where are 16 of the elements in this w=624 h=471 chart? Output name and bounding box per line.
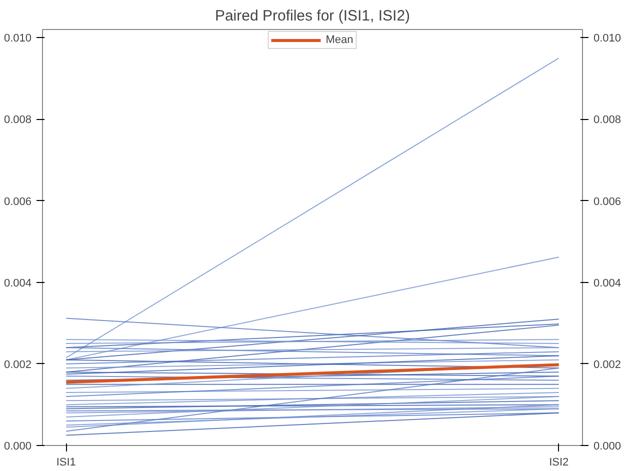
x-tick-label: ISI2 bbox=[549, 456, 569, 468]
y-tick-label: 0.008 bbox=[4, 114, 32, 126]
y-tick-label: 0.006 bbox=[4, 196, 32, 208]
y2-tick-label: 0.000 bbox=[594, 440, 622, 452]
y2-tick-label: 0.010 bbox=[594, 32, 622, 45]
y2-tick-label: 0.006 bbox=[594, 196, 622, 208]
y-tick-label: 0.004 bbox=[4, 277, 32, 290]
y-tick-label: 0.000 bbox=[4, 440, 32, 452]
x-tick-label: ISI1 bbox=[56, 456, 76, 468]
y2-tick-label: 0.008 bbox=[594, 114, 622, 126]
y-tick-label: 0.010 bbox=[4, 32, 32, 45]
y2-tick-label: 0.004 bbox=[594, 277, 622, 290]
y-tick-label: 0.002 bbox=[4, 358, 32, 371]
legend-label: Mean bbox=[326, 34, 354, 46]
chart-title: Paired Profiles for (ISI1, ISI2) bbox=[214, 8, 410, 24]
y2-tick-label: 0.002 bbox=[594, 358, 622, 371]
